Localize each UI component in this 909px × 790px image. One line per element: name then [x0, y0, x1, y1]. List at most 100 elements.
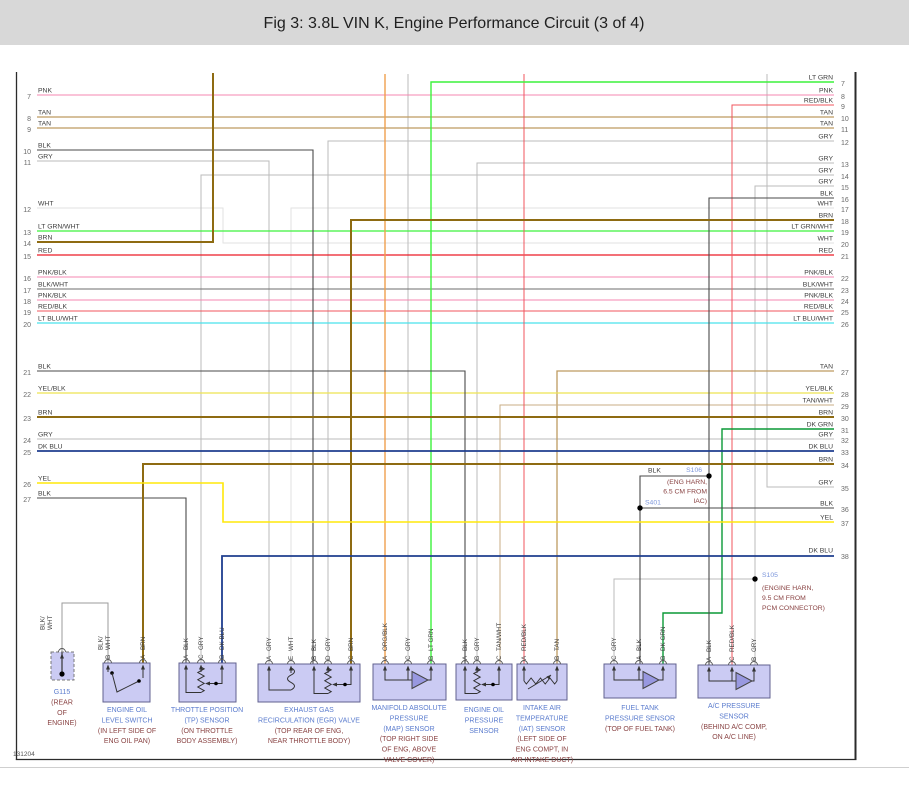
component-name: PRESSURE SENSOR	[605, 715, 675, 722]
right-row-number: 13	[841, 162, 849, 169]
wire-blk	[37, 370, 466, 664]
left-row-number: 9	[27, 127, 31, 134]
amp-output-line	[428, 666, 432, 681]
wiper-line	[337, 666, 352, 685]
right-row-number: 27	[841, 370, 849, 377]
solenoid-lead	[268, 666, 291, 691]
left-row-number: 19	[23, 310, 31, 317]
left-row-number: 17	[23, 288, 31, 295]
pin-color-label: BRN	[348, 637, 355, 651]
pin-letter: C	[348, 655, 355, 660]
pin-color-label: BLK/	[98, 636, 105, 650]
component-name: THROTTLE POSITION	[171, 707, 243, 714]
right-row-number: 11	[841, 127, 848, 134]
right-row-number: 19	[841, 230, 849, 237]
component-location: (IN LEFT SIDE OF	[98, 728, 156, 735]
amp-input-line	[384, 666, 412, 681]
right-wire-color-label: BLK/WHT	[803, 282, 833, 289]
left-wire-color-label: PNK	[38, 88, 52, 95]
right-wire-color-label: DK BLU	[808, 444, 833, 451]
pot-end-line	[313, 666, 328, 694]
pin-color-label: WHT	[105, 636, 112, 650]
pin-letter: A	[382, 655, 389, 660]
component-location: ENG COMPT, IN	[516, 747, 569, 754]
annotation: 6.5 CM FROM	[663, 489, 707, 496]
right-wire-color-label: YEL	[820, 515, 833, 522]
right-wire-color-label: BLK	[820, 191, 833, 198]
left-wire-color-label: TAN	[38, 110, 51, 117]
right-row-number: 25	[841, 310, 849, 317]
pin-letter: A	[183, 654, 190, 659]
left-row-number: 8	[27, 116, 31, 123]
wire-yel	[37, 482, 834, 523]
component-name: (IAT) SENSOR	[519, 726, 566, 733]
wire-blk	[37, 497, 187, 664]
resistor-zigzag	[196, 666, 206, 693]
component-location: VALVE COVER)	[384, 757, 435, 764]
right-wire-color-label: YEL/BLK	[805, 386, 833, 393]
left-row-number: 14	[23, 241, 31, 248]
right-row-number: 37	[841, 521, 849, 528]
pin-color-label: RED/BLK	[521, 623, 528, 651]
amp-input-line	[708, 667, 736, 682]
right-row-number: 35	[841, 486, 849, 493]
right-wire-color-label: LT GRN/WHT	[791, 224, 833, 231]
pin-color-label: GRY	[198, 636, 205, 650]
wiper-arrow	[481, 682, 486, 687]
pin-color-label: BLK	[706, 639, 713, 652]
page-title: Fig 3: 3.8L VIN K, Engine Performance Ci…	[264, 15, 645, 32]
circuit-diagram: 7 PNK 8 TAN 9 TAN 10 BLK 11 GRY 12 WHT 13 LT GRN/WHT 1…	[0, 72, 909, 768]
right-row-number: 28	[841, 392, 849, 399]
left-wire-color-label: PNK/BLK	[38, 270, 67, 277]
thermistor-arrow-line	[527, 674, 552, 690]
pin-connector-arc	[635, 660, 643, 665]
pin-letter: B	[474, 656, 481, 660]
right-wire-color-label: GRY	[818, 134, 833, 141]
wire-wht	[290, 207, 834, 664]
pin-letter: B	[219, 655, 226, 659]
component-name: A/C PRESSURE	[708, 703, 760, 710]
ground-dot	[59, 671, 65, 677]
right-row-number: 9	[841, 104, 845, 111]
splice-dot-s105	[752, 576, 758, 582]
left-wire-color-label: RED/BLK	[38, 304, 68, 311]
right-row-number: 21	[841, 254, 849, 261]
right-row-number: 36	[841, 507, 849, 514]
annotation: IAC)	[693, 498, 707, 505]
wire-dk-blu	[221, 555, 834, 664]
right-row-number: 31	[841, 428, 849, 435]
wire-wht	[37, 207, 834, 244]
wire-blk	[708, 197, 834, 665]
wire-gry	[476, 162, 834, 664]
pin-color-label: ORG/BLK	[382, 622, 389, 651]
wire-gry	[613, 578, 755, 664]
amp-output-line	[752, 667, 755, 682]
right-wire-color-label: TAN	[820, 364, 833, 371]
component-location: (LEFT SIDE OF	[517, 736, 566, 743]
right-wire-color-label: RED/BLK	[804, 98, 834, 105]
right-row-number: 10	[841, 116, 849, 123]
wire-gry	[37, 160, 270, 664]
pin-letter: B	[554, 656, 561, 660]
left-wire-color-label: BLK	[38, 364, 51, 371]
pin-color-label: BLK	[311, 638, 318, 651]
pin-connector-arc	[553, 660, 561, 665]
component-name: (TP) SENSOR	[184, 717, 229, 724]
right-row-number: 20	[841, 242, 849, 249]
right-wire-color-label: GRY	[818, 179, 833, 186]
pin-letter: D	[325, 655, 332, 660]
right-wire-color-label: PNK/BLK	[804, 293, 833, 300]
left-row-number: 25	[23, 450, 31, 457]
amp-output-line	[659, 666, 664, 681]
wire-color-label-rotated: BLK/	[40, 616, 47, 630]
right-row-number: 22	[841, 276, 849, 283]
left-wire-color-label: RED	[38, 248, 52, 255]
left-row-number: 24	[23, 438, 31, 445]
left-row-number: 22	[23, 392, 31, 399]
annotation: S105	[762, 572, 778, 579]
component-location: ENGINE)	[47, 720, 76, 727]
amp-triangle	[735, 671, 754, 691]
component-name: TEMPERATURE	[516, 715, 569, 722]
component-name: FUEL TANK	[621, 705, 659, 712]
right-wire-color-label: PNK	[819, 88, 833, 95]
